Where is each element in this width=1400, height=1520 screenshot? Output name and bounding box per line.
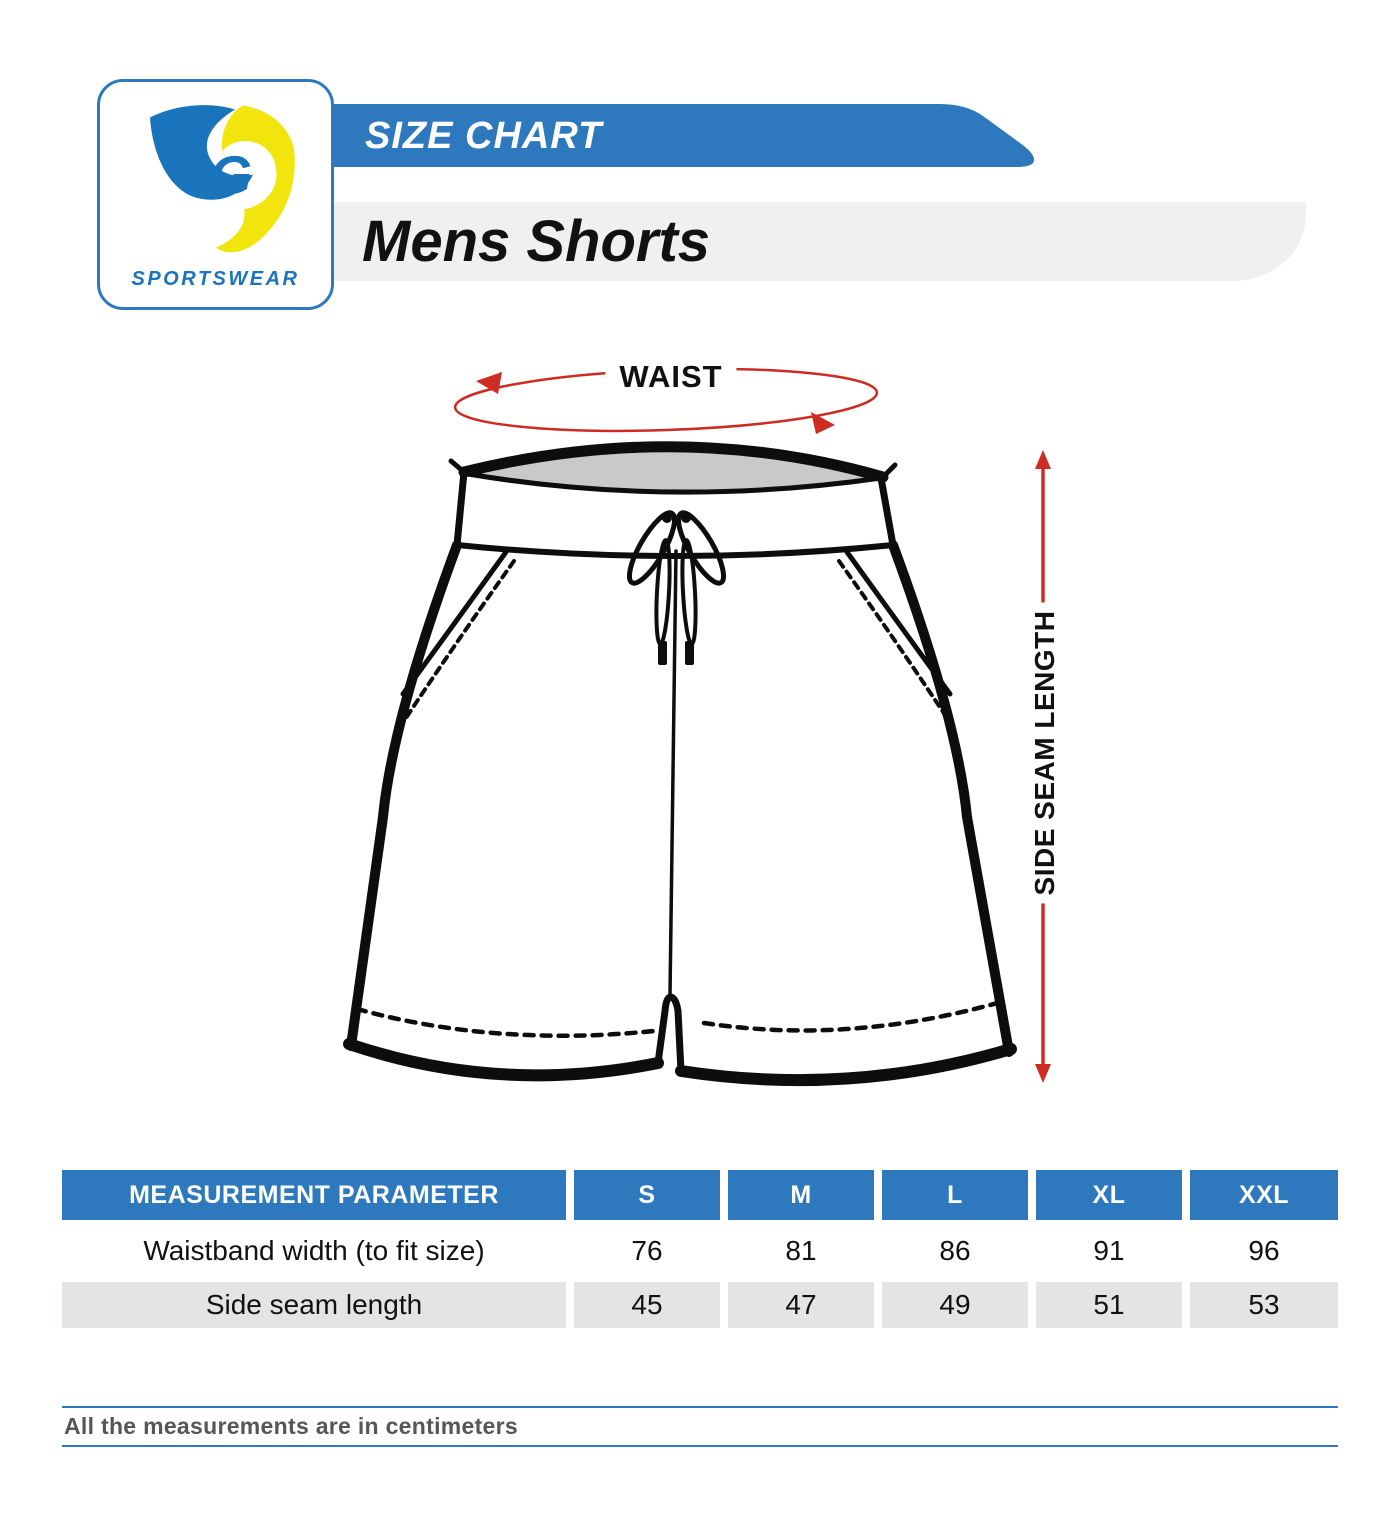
- size-chart-ribbon: [320, 104, 1038, 167]
- row-parameter: Waistband width (to fit size): [62, 1222, 566, 1280]
- cell-value: 53: [1190, 1282, 1338, 1328]
- right-pocket-stitch: [837, 559, 955, 729]
- table-row-waistband: Waistband width (to fit size) 76 81 86 9…: [62, 1222, 1338, 1280]
- waist-measure-label: WAIST: [605, 359, 737, 395]
- measurements-note: All the measurements are in centimeters: [62, 1406, 1338, 1447]
- page-title: Mens Shorts: [362, 209, 711, 274]
- left-pocket-stitch: [398, 559, 516, 729]
- cell-value: 81: [728, 1222, 874, 1280]
- ribbon-label: SIZE CHART: [365, 115, 603, 157]
- column-header-xxl: XXL: [1190, 1170, 1338, 1220]
- sg-shield-icon: G: [150, 105, 295, 253]
- column-header-parameter: MEASUREMENT PARAMETER: [62, 1170, 566, 1220]
- cell-value: 96: [1190, 1222, 1338, 1280]
- side-seam-arrowhead-top: [1035, 450, 1051, 469]
- brand-logo-box: G SPORTSWEAR: [97, 79, 334, 310]
- shorts-diagram: [343, 367, 1051, 1087]
- cell-value: 47: [728, 1282, 874, 1328]
- waist-arrowhead-left: [476, 372, 502, 394]
- table-header-row: MEASUREMENT PARAMETER S M L XL XXL: [62, 1170, 1338, 1220]
- logo-letter-g: G: [210, 146, 252, 206]
- column-header-xl: XL: [1036, 1170, 1182, 1220]
- shorts-sketch: [343, 441, 1017, 1087]
- title-banner: [320, 202, 1306, 281]
- drawstring: [626, 510, 727, 665]
- right-pocket-line: [844, 549, 953, 697]
- cell-value: 86: [882, 1222, 1028, 1280]
- cell-value: 76: [574, 1222, 720, 1280]
- brand-name: SPORTSWEAR: [131, 268, 300, 290]
- side-seam-measure-label: SIDE SEAM LENGTH: [1029, 602, 1061, 904]
- left-pocket-line: [400, 549, 509, 697]
- ribbon-shape: [320, 104, 1035, 167]
- waist-arrowhead-right: [811, 412, 835, 434]
- column-header-l: L: [882, 1170, 1028, 1220]
- cell-value: 45: [574, 1282, 720, 1328]
- cell-value: 91: [1036, 1222, 1182, 1280]
- table-row-side-seam: Side seam length 45 47 49 51 53: [62, 1282, 1338, 1328]
- cell-value: 49: [882, 1282, 1028, 1328]
- cell-value: 51: [1036, 1282, 1182, 1328]
- side-seam-arrowhead-bottom: [1035, 1064, 1051, 1083]
- size-table: MEASUREMENT PARAMETER S M L XL XXL Waist…: [62, 1170, 1338, 1330]
- row-parameter: Side seam length: [62, 1282, 566, 1328]
- column-header-s: S: [574, 1170, 720, 1220]
- column-header-m: M: [728, 1170, 874, 1220]
